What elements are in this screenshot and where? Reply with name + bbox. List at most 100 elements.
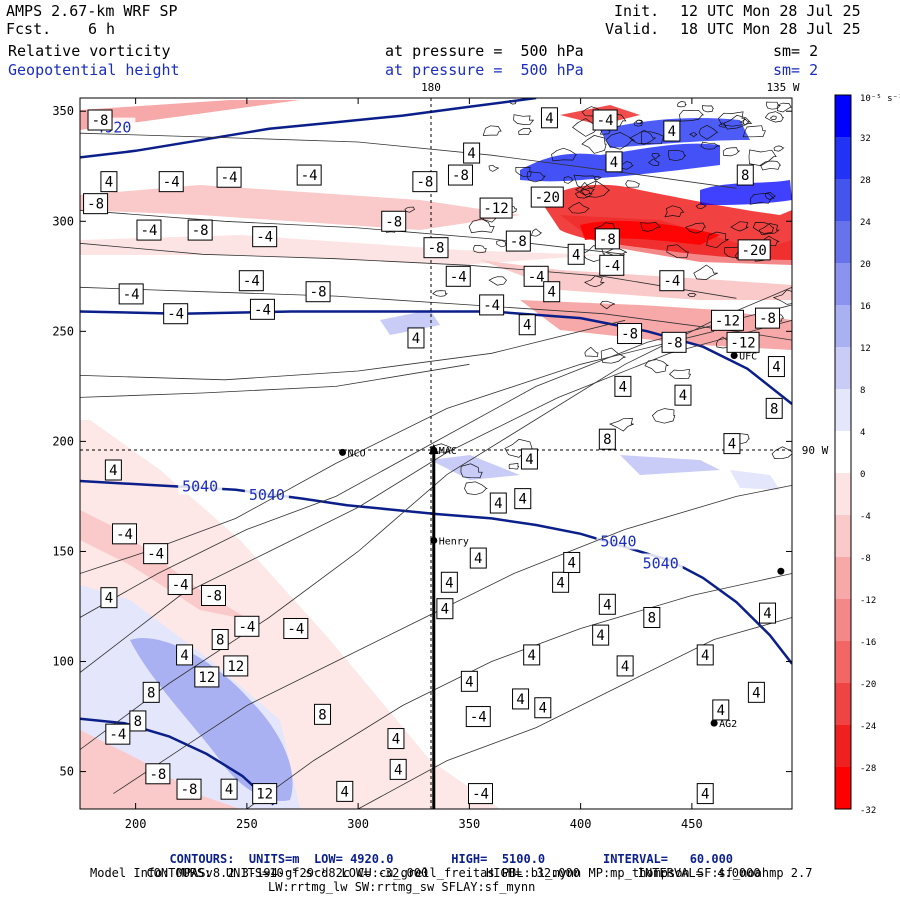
vorticity-label: -4	[483, 298, 500, 314]
turbulent-contour	[665, 38, 677, 46]
vorticity-label: 12	[256, 787, 273, 803]
turbulent-contour	[530, 228, 543, 237]
vorticity-label: -20	[535, 190, 560, 206]
turbulent-contour	[749, 193, 775, 205]
turbulent-contour	[706, 231, 729, 249]
colorbar-tick-label: 4	[860, 428, 865, 438]
vorticity-label: -4	[221, 170, 238, 186]
vorticity-label-box	[381, 210, 407, 232]
header-init-value: 12 UTC Mon 28 Jul 25	[680, 2, 861, 20]
vorticity-label-box	[407, 327, 425, 349]
colorbar-segment	[835, 263, 851, 305]
vorticity-label-box	[605, 151, 623, 173]
vorticity-label: -4	[528, 269, 545, 285]
vorticity-label-box	[223, 655, 249, 677]
vorticity-label-box	[696, 783, 714, 805]
vorticity-label: 4	[519, 492, 527, 508]
footer-height-high-label: HIGH=	[451, 852, 488, 866]
turbulent-contour	[644, 359, 669, 374]
turbulent-contour	[508, 463, 520, 470]
vorticity-label: 4	[717, 703, 725, 719]
height-label: 5040	[643, 554, 679, 572]
footer-model-info: Model Info: MPASv8.2.3-194-gf29cd82c CU:…	[90, 866, 813, 880]
vorticity-label-box	[136, 219, 162, 241]
turbulent-contour	[760, 160, 782, 171]
footer-height-interval-label: INTERVAL=	[602, 852, 668, 866]
vorticity-label-box	[736, 164, 754, 186]
vorticity-label-box	[423, 237, 449, 259]
vorticity-label-box	[283, 617, 309, 639]
vorticity-label: 4	[596, 628, 604, 644]
station-label: MAC	[439, 446, 457, 457]
turbulent-contour	[776, 68, 798, 80]
vorticity-label: -4	[597, 113, 614, 129]
vorticity-label: -4	[109, 727, 126, 743]
turbulent-contour	[651, 408, 676, 424]
vorticity-label: 4	[556, 575, 564, 591]
vorticity-contour	[80, 209, 626, 255]
vorticity-label: -8	[87, 197, 104, 213]
vorticity-label-box	[518, 314, 536, 336]
turbulent-contour	[752, 222, 775, 234]
turbulent-contour	[464, 481, 488, 496]
vorticity-label-box	[187, 219, 213, 241]
vorticity-label-box	[737, 239, 771, 261]
colorbar-tick-label: -16	[860, 638, 876, 648]
turbulent-contour	[581, 135, 607, 154]
field2-label: Geopotential height	[8, 61, 180, 79]
vorticity-label-box	[552, 571, 570, 593]
vorticity-label: -4	[141, 223, 158, 239]
vorticity-label-box	[100, 171, 118, 193]
footer-height-interval: 60.000	[689, 852, 734, 866]
turbulent-contour	[666, 244, 689, 259]
colorbar-segment	[835, 767, 851, 809]
turbulent-contour	[687, 293, 697, 297]
turbulent-contour	[609, 418, 634, 432]
turbulent-contour	[648, 158, 660, 166]
vorticity-label: 4	[394, 762, 402, 778]
vorticity-label: 4	[105, 175, 113, 191]
turbulent-contour	[526, 171, 546, 183]
vorticity-label-box	[305, 281, 331, 303]
vorticity-label: -8	[452, 168, 469, 184]
vorticity-label: 4	[610, 155, 618, 171]
turbulent-contour	[629, 129, 657, 145]
vorticity-contour	[80, 242, 737, 299]
vorticity-label: 4	[465, 674, 473, 690]
turbulent-contour	[488, 276, 508, 286]
turbulent-contour	[580, 180, 611, 198]
vorticity-label-box	[176, 644, 194, 666]
vorticity-label: 12	[227, 659, 244, 675]
colorbar-segment	[835, 683, 851, 725]
vorticity-label: 4	[763, 606, 771, 622]
station-label: AG2	[719, 719, 737, 730]
vorticity-label-box	[512, 688, 530, 710]
footer-vort-high: 32.000	[536, 866, 580, 880]
footer-vort-low: -32.000	[377, 866, 429, 880]
vorticity-label-box	[389, 758, 407, 780]
vorticity-label: 8	[216, 633, 224, 649]
vorticity-label-box	[83, 193, 109, 215]
vorticity-label: 8	[134, 714, 142, 730]
vorticity-label-box	[514, 488, 532, 510]
vorticity-label-box	[616, 655, 634, 677]
vorticity-label: 4	[572, 247, 580, 263]
turbulent-contour	[773, 145, 785, 152]
colorbar-segment	[835, 95, 851, 137]
vorticity-label: -4	[238, 619, 255, 635]
turbulent-contour	[515, 166, 532, 177]
colorbar-segment	[835, 389, 851, 431]
vorticity-label: 8	[318, 707, 326, 723]
vorticity-label-box	[163, 303, 189, 325]
vorticity-label: 8	[648, 610, 656, 626]
turbulent-contour	[569, 37, 588, 47]
vorticity-label-box	[145, 763, 171, 785]
vorticity-label-box	[440, 571, 458, 593]
vorticity-label-box	[176, 778, 202, 800]
header-fcst-label: Fcst.	[6, 20, 52, 38]
height-label: 5040	[182, 477, 218, 495]
vorticity-label: -4	[287, 621, 304, 637]
colorbar-segment	[835, 431, 851, 473]
turbulent-contour	[718, 122, 727, 128]
vorticity-label: -4	[116, 527, 133, 543]
